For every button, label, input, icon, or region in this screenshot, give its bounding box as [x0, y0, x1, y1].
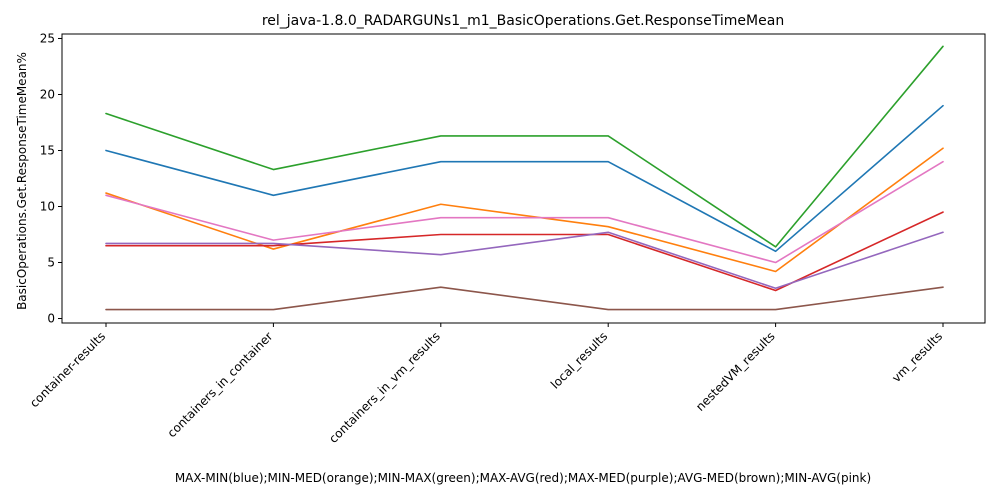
series-line-6	[105, 286, 944, 311]
series-line-5	[105, 231, 944, 290]
axes-layer: 0 5 10 15 20 25 container-results containers_in…	[27, 31, 986, 446]
y-tick-label: 20	[40, 87, 55, 101]
y-tick-label: 10	[40, 200, 55, 214]
x-tick-label: container-results	[27, 329, 108, 410]
y-axis-label: BasicOperations.Get.ResponseTimeMean%	[15, 52, 29, 310]
x-axis-label: MAX-MIN(blue);MIN-MED(orange);MIN-MAX(gr…	[175, 471, 871, 485]
x-tick-label: local_results	[548, 329, 610, 391]
x-tick-label: containers_in_vm_results	[326, 329, 443, 446]
y-tick-label: 25	[40, 31, 55, 45]
x-tick-label: vm_results	[889, 329, 945, 385]
series-layer	[105, 45, 944, 311]
series-line-4	[105, 211, 944, 292]
series-line-3	[105, 45, 944, 248]
series-line-2	[105, 147, 944, 273]
y-tick-label: 0	[47, 312, 55, 326]
x-tick-label: containers_in_container	[165, 329, 276, 440]
y-tick-label: 15	[40, 143, 55, 157]
series-line-7	[105, 160, 944, 264]
y-tick-label: 5	[47, 256, 55, 270]
plot-frame	[61, 33, 986, 324]
chart-title: rel_java-1.8.0_RADARGUNs1_m1_BasicOperat…	[262, 13, 784, 29]
series-line-1	[105, 104, 944, 253]
x-tick-label: nestedVM_results	[693, 329, 778, 414]
